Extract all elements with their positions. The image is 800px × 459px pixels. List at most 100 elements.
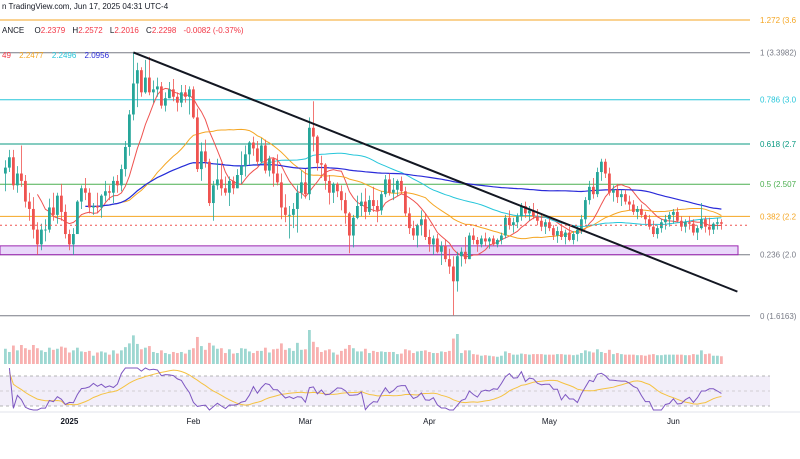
volume-bar — [252, 353, 255, 364]
volume-bar — [684, 355, 687, 364]
volume-bar — [452, 338, 455, 364]
candle — [708, 217, 711, 236]
candle-body — [664, 219, 667, 223]
candle-body — [80, 188, 83, 202]
support-zone — [0, 245, 739, 256]
candle — [552, 225, 555, 240]
volume-bar — [60, 346, 63, 364]
volume-bar — [408, 350, 411, 364]
candle — [200, 142, 203, 181]
candle — [120, 164, 123, 192]
candle-body — [640, 208, 643, 215]
volume-bar — [200, 346, 203, 364]
moving-averages — [36, 87, 722, 258]
volume-bar — [524, 354, 527, 364]
candle — [308, 117, 311, 201]
volume-bar — [152, 351, 155, 364]
candle-body — [240, 166, 243, 175]
candle-body — [428, 237, 431, 245]
candle — [516, 213, 519, 229]
volume-bar — [552, 354, 555, 364]
candle-body — [496, 239, 499, 245]
time-axis-label: May — [542, 417, 557, 426]
volume-bar — [624, 354, 627, 364]
volume-bar — [580, 353, 583, 364]
volume-bar — [576, 354, 579, 364]
candle-body — [352, 217, 355, 236]
candle — [48, 198, 51, 233]
volume-bar — [516, 354, 519, 364]
candle — [620, 189, 623, 206]
low-label: L — [110, 26, 115, 35]
candle — [168, 82, 171, 99]
candle — [20, 145, 23, 187]
volume-bar — [108, 354, 111, 364]
candle-body — [552, 228, 555, 236]
candlesticks — [4, 52, 723, 316]
candle — [136, 62, 139, 108]
volume-bar — [676, 354, 679, 364]
candle — [716, 217, 719, 230]
candle — [212, 180, 215, 221]
candle — [272, 157, 275, 187]
candle-body — [376, 206, 379, 211]
candle-body — [208, 161, 211, 204]
candle — [584, 197, 587, 224]
candle-body — [156, 86, 159, 90]
volume-bar — [40, 350, 43, 364]
time-axis[interactable]: 2025 Feb Mar Apr May Jun — [61, 417, 680, 426]
volume-bar — [212, 345, 215, 364]
candle-body — [460, 251, 463, 257]
candle — [436, 234, 439, 254]
candle — [288, 206, 291, 239]
volume-bar — [52, 349, 55, 364]
candle-body — [304, 182, 307, 195]
volume-bar — [276, 348, 279, 364]
volume-bar — [72, 350, 75, 364]
candle-body — [696, 228, 699, 233]
volume-bar — [588, 351, 591, 364]
volume-bar — [88, 350, 91, 364]
candle-body — [404, 191, 407, 214]
volume-bar — [136, 343, 139, 364]
candle — [480, 235, 483, 248]
candle — [104, 180, 107, 202]
candle-body — [468, 235, 471, 260]
candle-body — [596, 172, 599, 195]
candle — [592, 177, 595, 199]
candle-body — [636, 208, 639, 212]
volume-bar — [364, 348, 367, 364]
candle — [692, 219, 695, 236]
volume-bar — [48, 347, 51, 364]
candle-body — [128, 114, 131, 147]
volume-bar — [692, 354, 695, 364]
candle — [72, 228, 75, 255]
volume-bar — [124, 347, 127, 364]
candle — [368, 195, 371, 215]
volume-bar — [488, 355, 491, 364]
candle-body — [616, 189, 619, 198]
candle — [396, 179, 399, 196]
volume-bar — [56, 348, 59, 364]
candle — [388, 173, 391, 196]
volume-bar — [720, 356, 723, 364]
candle — [148, 56, 151, 96]
candle — [132, 52, 135, 121]
candle — [612, 185, 615, 202]
candle — [488, 237, 491, 249]
volume-bar — [636, 355, 639, 364]
candle — [116, 175, 119, 193]
candle — [364, 188, 367, 220]
candle-body — [320, 163, 323, 165]
candle — [112, 176, 115, 204]
candle — [304, 169, 307, 199]
volume-bar — [716, 355, 719, 364]
candle — [172, 79, 175, 102]
volume-bar — [388, 351, 391, 364]
candle-body — [228, 180, 231, 193]
candle-body — [24, 180, 27, 202]
candle-body — [584, 200, 587, 220]
volume-bar — [432, 353, 435, 364]
trendline[interactable] — [133, 51, 738, 293]
candle-body — [548, 222, 551, 229]
